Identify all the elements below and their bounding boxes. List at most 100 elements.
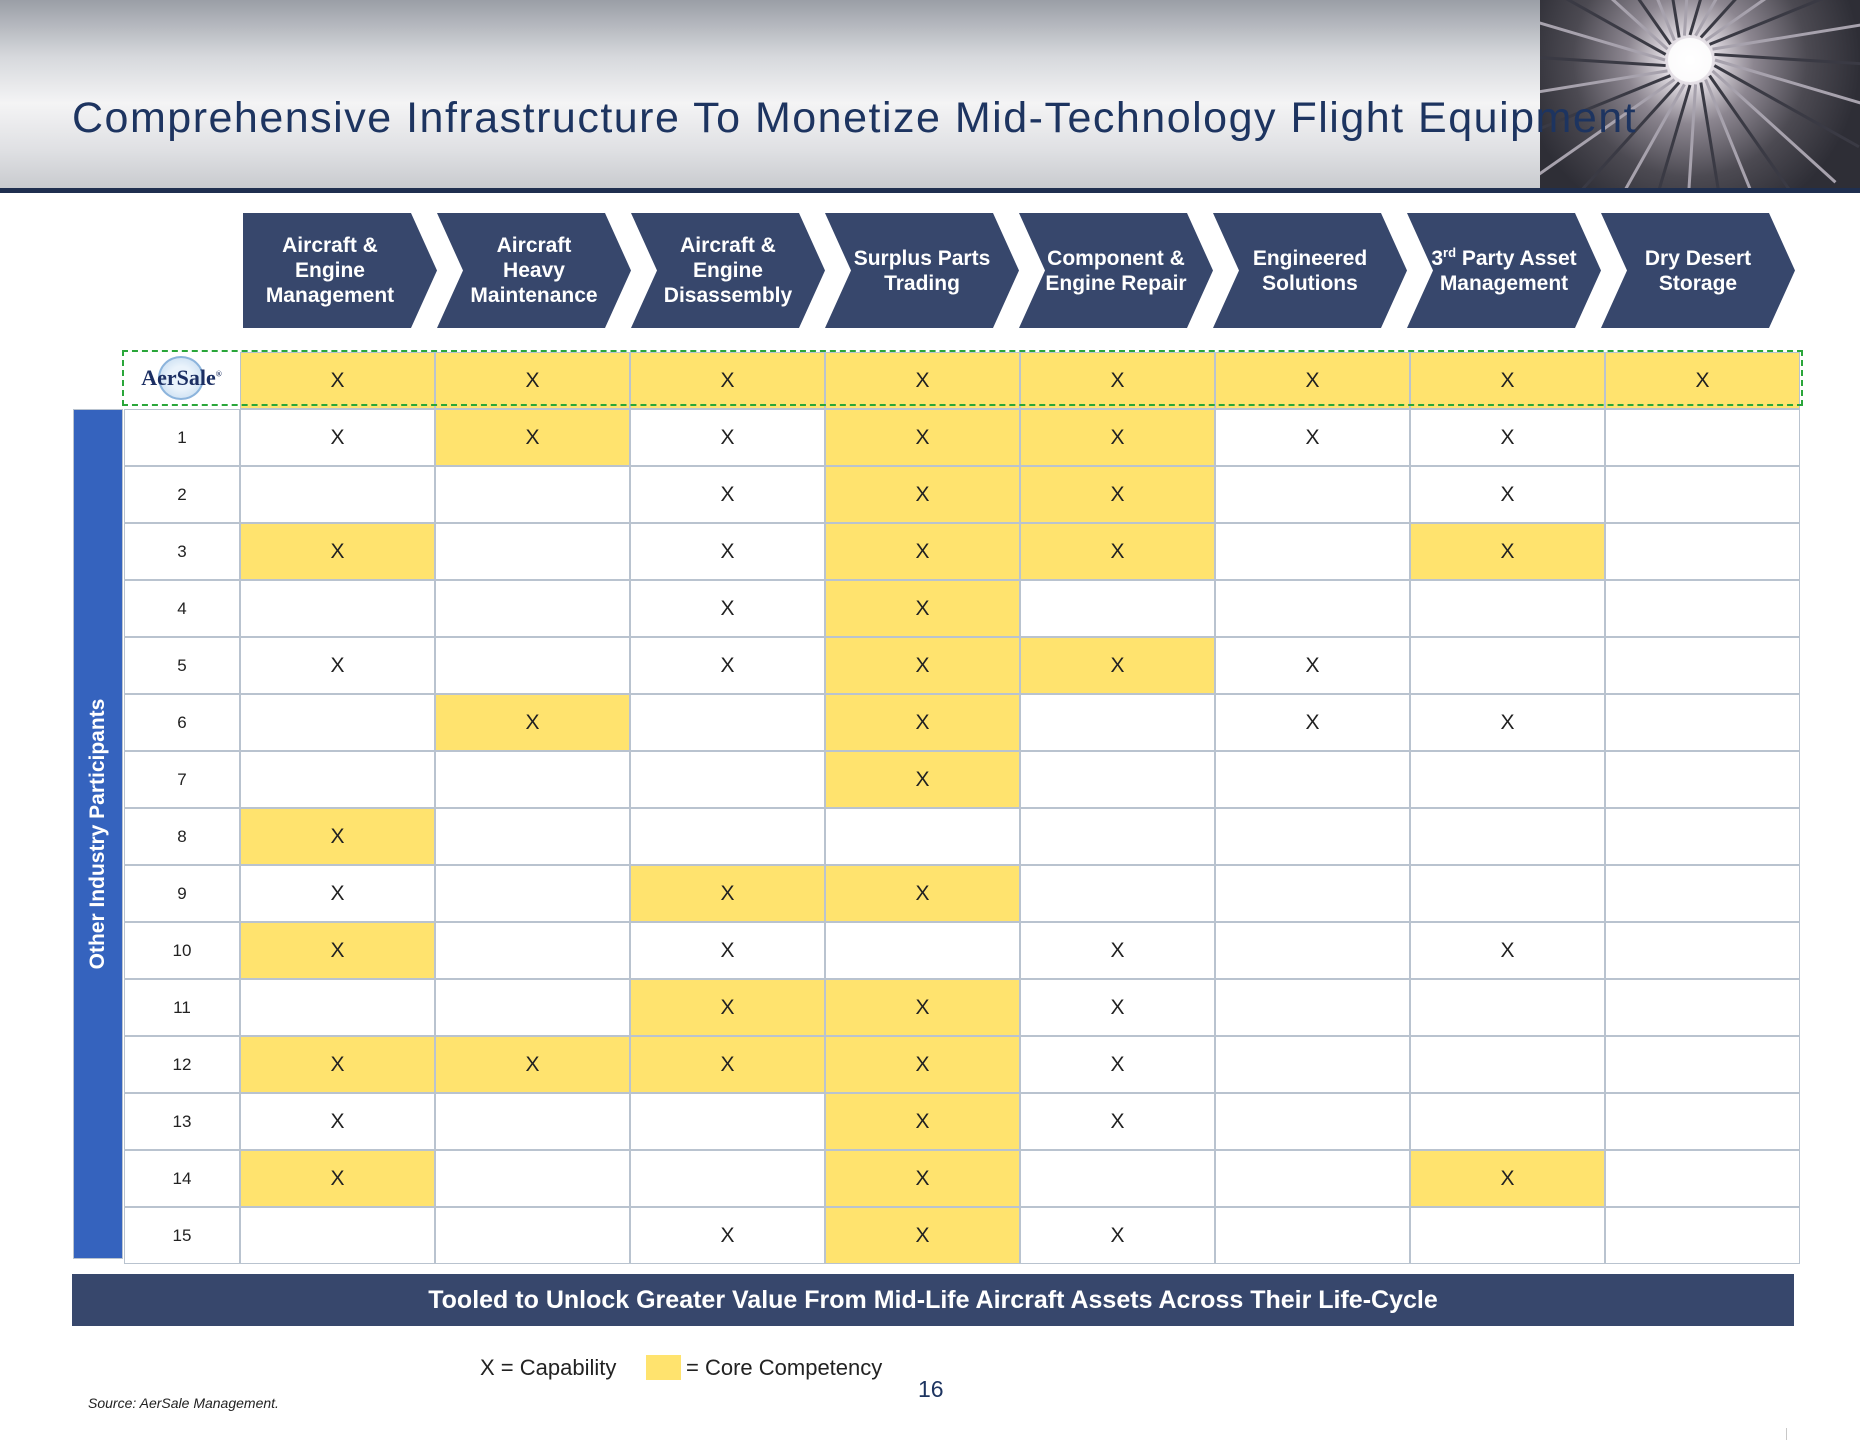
matrix-cell [435,523,630,580]
matrix-cell [1215,979,1410,1036]
matrix-cell [435,979,630,1036]
participant-number: 13 [124,1093,240,1150]
matrix-cell: X [1410,409,1605,466]
matrix-cell [1215,523,1410,580]
participant-number: 5 [124,637,240,694]
matrix-cell: X [825,694,1020,751]
matrix-cell: X [630,979,825,1036]
participant-number: 12 [124,1036,240,1093]
matrix-cell [1215,1207,1410,1264]
fan-blade [1565,0,1667,56]
matrix-cell [1605,979,1800,1036]
matrix-cell: X [1020,523,1215,580]
column-header-superscript: rd [1443,244,1457,260]
fan-blade [1699,82,1720,188]
participant-number: 4 [124,580,240,637]
matrix-cell [1020,580,1215,637]
matrix-cell [1605,580,1800,637]
matrix-cell [1215,580,1410,637]
matrix-cell [1215,1150,1410,1207]
matrix-cell [1215,751,1410,808]
matrix-cell [630,808,825,865]
matrix-cell: X [630,1036,825,1093]
matrix-cell: X [240,808,435,865]
chevron-5 [1019,213,1213,328]
matrix-cell [630,694,825,751]
participants-sidebar [73,409,123,1259]
matrix-cell [1605,409,1800,466]
fan-blade [1704,0,1767,42]
matrix-cell [240,751,435,808]
aersale-cell: X [825,352,1020,409]
matrix-cell [435,1150,630,1207]
matrix-cell: X [1215,637,1410,694]
fan-blade [1687,84,1698,188]
corner-mark [1786,1428,1787,1440]
matrix-cell: X [825,979,1020,1036]
fan-blade [1713,64,1860,149]
matrix-cell: X [825,865,1020,922]
matrix-cell: X [630,865,825,922]
matrix-cell [1410,1207,1605,1264]
participant-number: 15 [124,1207,240,1264]
participant-number: 8 [124,808,240,865]
matrix-cell: X [630,1207,825,1264]
aersale-cell: X [240,352,435,409]
matrix-cell [435,751,630,808]
matrix-cell: X [240,409,435,466]
matrix-cell: X [630,409,825,466]
column-header-6: Engineered Solutions [1252,246,1368,295]
fan-blade [1540,21,1666,62]
matrix-cell: X [1410,1150,1605,1207]
matrix-cell [1215,1036,1410,1093]
fan-blade [1699,0,1737,39]
column-header-8: Dry Desert Storage [1644,246,1752,295]
matrix-cell [435,1093,630,1150]
matrix-cell [1410,751,1605,808]
fan-blade [1694,0,1718,37]
fan-blade [1540,69,1668,94]
column-header-5: Component & Engine Repair [1045,246,1187,295]
matrix-cell [240,580,435,637]
fan-blade [1714,58,1860,105]
fan-blade [1714,52,1860,66]
matrix-cell [1605,922,1800,979]
matrix-cell [435,466,630,523]
matrix-cell [1215,1093,1410,1150]
fan-blade [1704,78,1752,188]
matrix-cell: X [1020,922,1215,979]
matrix-cell [1410,1036,1605,1093]
matrix-cell [1605,694,1800,751]
column-header-number: 3 [1431,246,1444,270]
matrix-cell: X [825,466,1020,523]
source-note: Source: AerSale Management. [88,1395,279,1411]
column-header-3: Aircraft & Engine Disassembly [663,234,793,307]
matrix-cell [1410,979,1605,1036]
fan-blade [1708,0,1823,46]
participant-number: 9 [124,865,240,922]
matrix-cell: X [1020,1207,1215,1264]
fan-blade [1540,78,1676,176]
matrix-cell: X [1020,637,1215,694]
fan-blade [1581,81,1681,188]
page-number: 16 [918,1376,944,1402]
legend-core-swatch [646,1355,681,1380]
fan-blade [1688,0,1702,36]
aersale-cell: X [630,352,825,409]
header-divider [0,188,1860,193]
fan-blade [1540,74,1672,131]
chevron-6 [1213,213,1407,328]
column-header-2: Aircraft Heavy Maintenance [470,234,598,307]
participant-number: 3 [124,523,240,580]
matrix-cell: X [1215,694,1410,751]
matrix-cell [435,580,630,637]
matrix-cell: X [630,922,825,979]
matrix-cell: X [1410,523,1605,580]
matrix-cell [435,808,630,865]
engine-image [1540,0,1860,188]
matrix-cell [1410,580,1605,637]
chevron-1 [243,213,437,328]
fan-blade [1711,69,1837,184]
fan-blade [1658,84,1692,188]
matrix-cell: X [825,1207,1020,1264]
